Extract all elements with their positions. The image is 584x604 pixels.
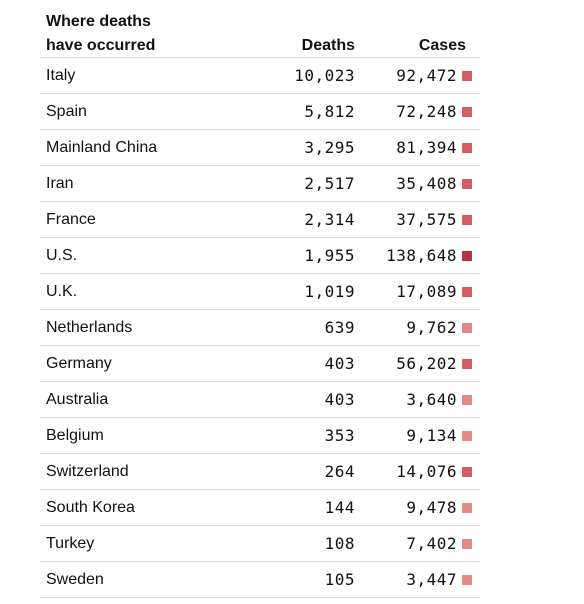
table-title-line-1: Where deaths — [46, 13, 151, 30]
table-row: Italy 10,023 92,472 — [40, 58, 480, 94]
table-row: Sweden 105 3,447 — [40, 562, 480, 598]
case-intensity-swatch — [462, 143, 472, 153]
cases-value: 7,402 — [406, 534, 457, 553]
case-intensity-swatch — [462, 71, 472, 81]
case-intensity-swatch — [462, 287, 472, 297]
deaths-table: Where deaths have occurred Deaths Cases … — [40, 10, 480, 598]
case-intensity-swatch — [462, 179, 472, 189]
country-name: Spain — [46, 103, 87, 120]
table-title-line-2: have occurred — [46, 37, 156, 54]
cases-value: 9,478 — [406, 498, 457, 517]
table-row: Spain 5,812 72,248 — [40, 94, 480, 130]
deaths-value: 403 — [324, 390, 355, 409]
case-intensity-swatch — [462, 251, 472, 261]
table-row: Switzerland 264 14,076 — [40, 454, 480, 490]
country-name: Turkey — [46, 535, 95, 552]
table-row: U.S. 1,955 138,648 — [40, 238, 480, 274]
case-intensity-swatch — [462, 323, 472, 333]
country-name: U.K. — [46, 283, 78, 300]
deaths-value: 5,812 — [304, 102, 355, 121]
country-name: Sweden — [46, 571, 104, 588]
case-intensity-swatch — [462, 575, 472, 585]
table-row: Turkey 108 7,402 — [40, 526, 480, 562]
table-row: Iran 2,517 35,408 — [40, 166, 480, 202]
cases-value: 92,472 — [396, 66, 457, 85]
case-intensity-swatch — [462, 107, 472, 117]
deaths-value: 1,955 — [304, 246, 355, 265]
cases-value: 81,394 — [396, 138, 457, 157]
cases-value: 3,640 — [406, 390, 457, 409]
country-name: U.S. — [46, 247, 78, 264]
country-name: Iran — [46, 175, 74, 192]
country-name: Netherlands — [46, 319, 133, 336]
cases-value: 9,134 — [406, 426, 457, 445]
cases-value: 9,762 — [406, 318, 457, 337]
table-header: Where deaths have occurred Deaths Cases — [40, 10, 480, 58]
country-name: France — [46, 211, 96, 228]
deaths-value: 105 — [324, 570, 355, 589]
case-intensity-swatch — [462, 503, 472, 513]
cases-value: 72,248 — [396, 102, 457, 121]
cases-value: 56,202 — [396, 354, 457, 373]
table-row: France 2,314 37,575 — [40, 202, 480, 238]
case-intensity-swatch — [462, 539, 472, 549]
case-intensity-swatch — [462, 431, 472, 441]
deaths-column-header: Deaths — [301, 37, 355, 54]
deaths-value: 144 — [324, 498, 355, 517]
table-title: Where deaths have occurred — [46, 10, 155, 58]
table-row: Belgium 353 9,134 — [40, 418, 480, 454]
cases-value: 138,648 — [386, 246, 457, 265]
deaths-value: 108 — [324, 534, 355, 553]
deaths-value: 10,023 — [294, 66, 355, 85]
deaths-value: 353 — [324, 426, 355, 445]
cases-value: 14,076 — [396, 462, 457, 481]
country-name: Mainland China — [46, 139, 158, 156]
country-name: Italy — [46, 67, 76, 84]
table-row: Germany 403 56,202 — [40, 346, 480, 382]
deaths-value: 403 — [324, 354, 355, 373]
case-intensity-swatch — [462, 467, 472, 477]
table-row: South Korea 144 9,478 — [40, 490, 480, 526]
deaths-value: 639 — [324, 318, 355, 337]
cases-value: 37,575 — [396, 210, 457, 229]
table-row: U.K. 1,019 17,089 — [40, 274, 480, 310]
country-name: South Korea — [46, 499, 135, 516]
deaths-value: 264 — [324, 462, 355, 481]
deaths-value: 2,314 — [304, 210, 355, 229]
cases-column-header: Cases — [418, 37, 466, 54]
deaths-value: 1,019 — [304, 282, 355, 301]
case-intensity-swatch — [462, 359, 472, 369]
cases-value: 35,408 — [396, 174, 457, 193]
country-name: Germany — [46, 355, 112, 372]
table-row: Mainland China 3,295 81,394 — [40, 130, 480, 166]
cases-value: 17,089 — [396, 282, 457, 301]
table-row: Netherlands 639 9,762 — [40, 310, 480, 346]
deaths-value: 3,295 — [304, 138, 355, 157]
country-name: Australia — [46, 391, 109, 408]
cases-value: 3,447 — [406, 570, 457, 589]
case-intensity-swatch — [462, 215, 472, 225]
case-intensity-swatch — [462, 395, 472, 405]
country-name: Belgium — [46, 427, 104, 444]
table-row: Australia 403 3,640 — [40, 382, 480, 418]
deaths-value: 2,517 — [304, 174, 355, 193]
country-name: Switzerland — [46, 463, 129, 480]
